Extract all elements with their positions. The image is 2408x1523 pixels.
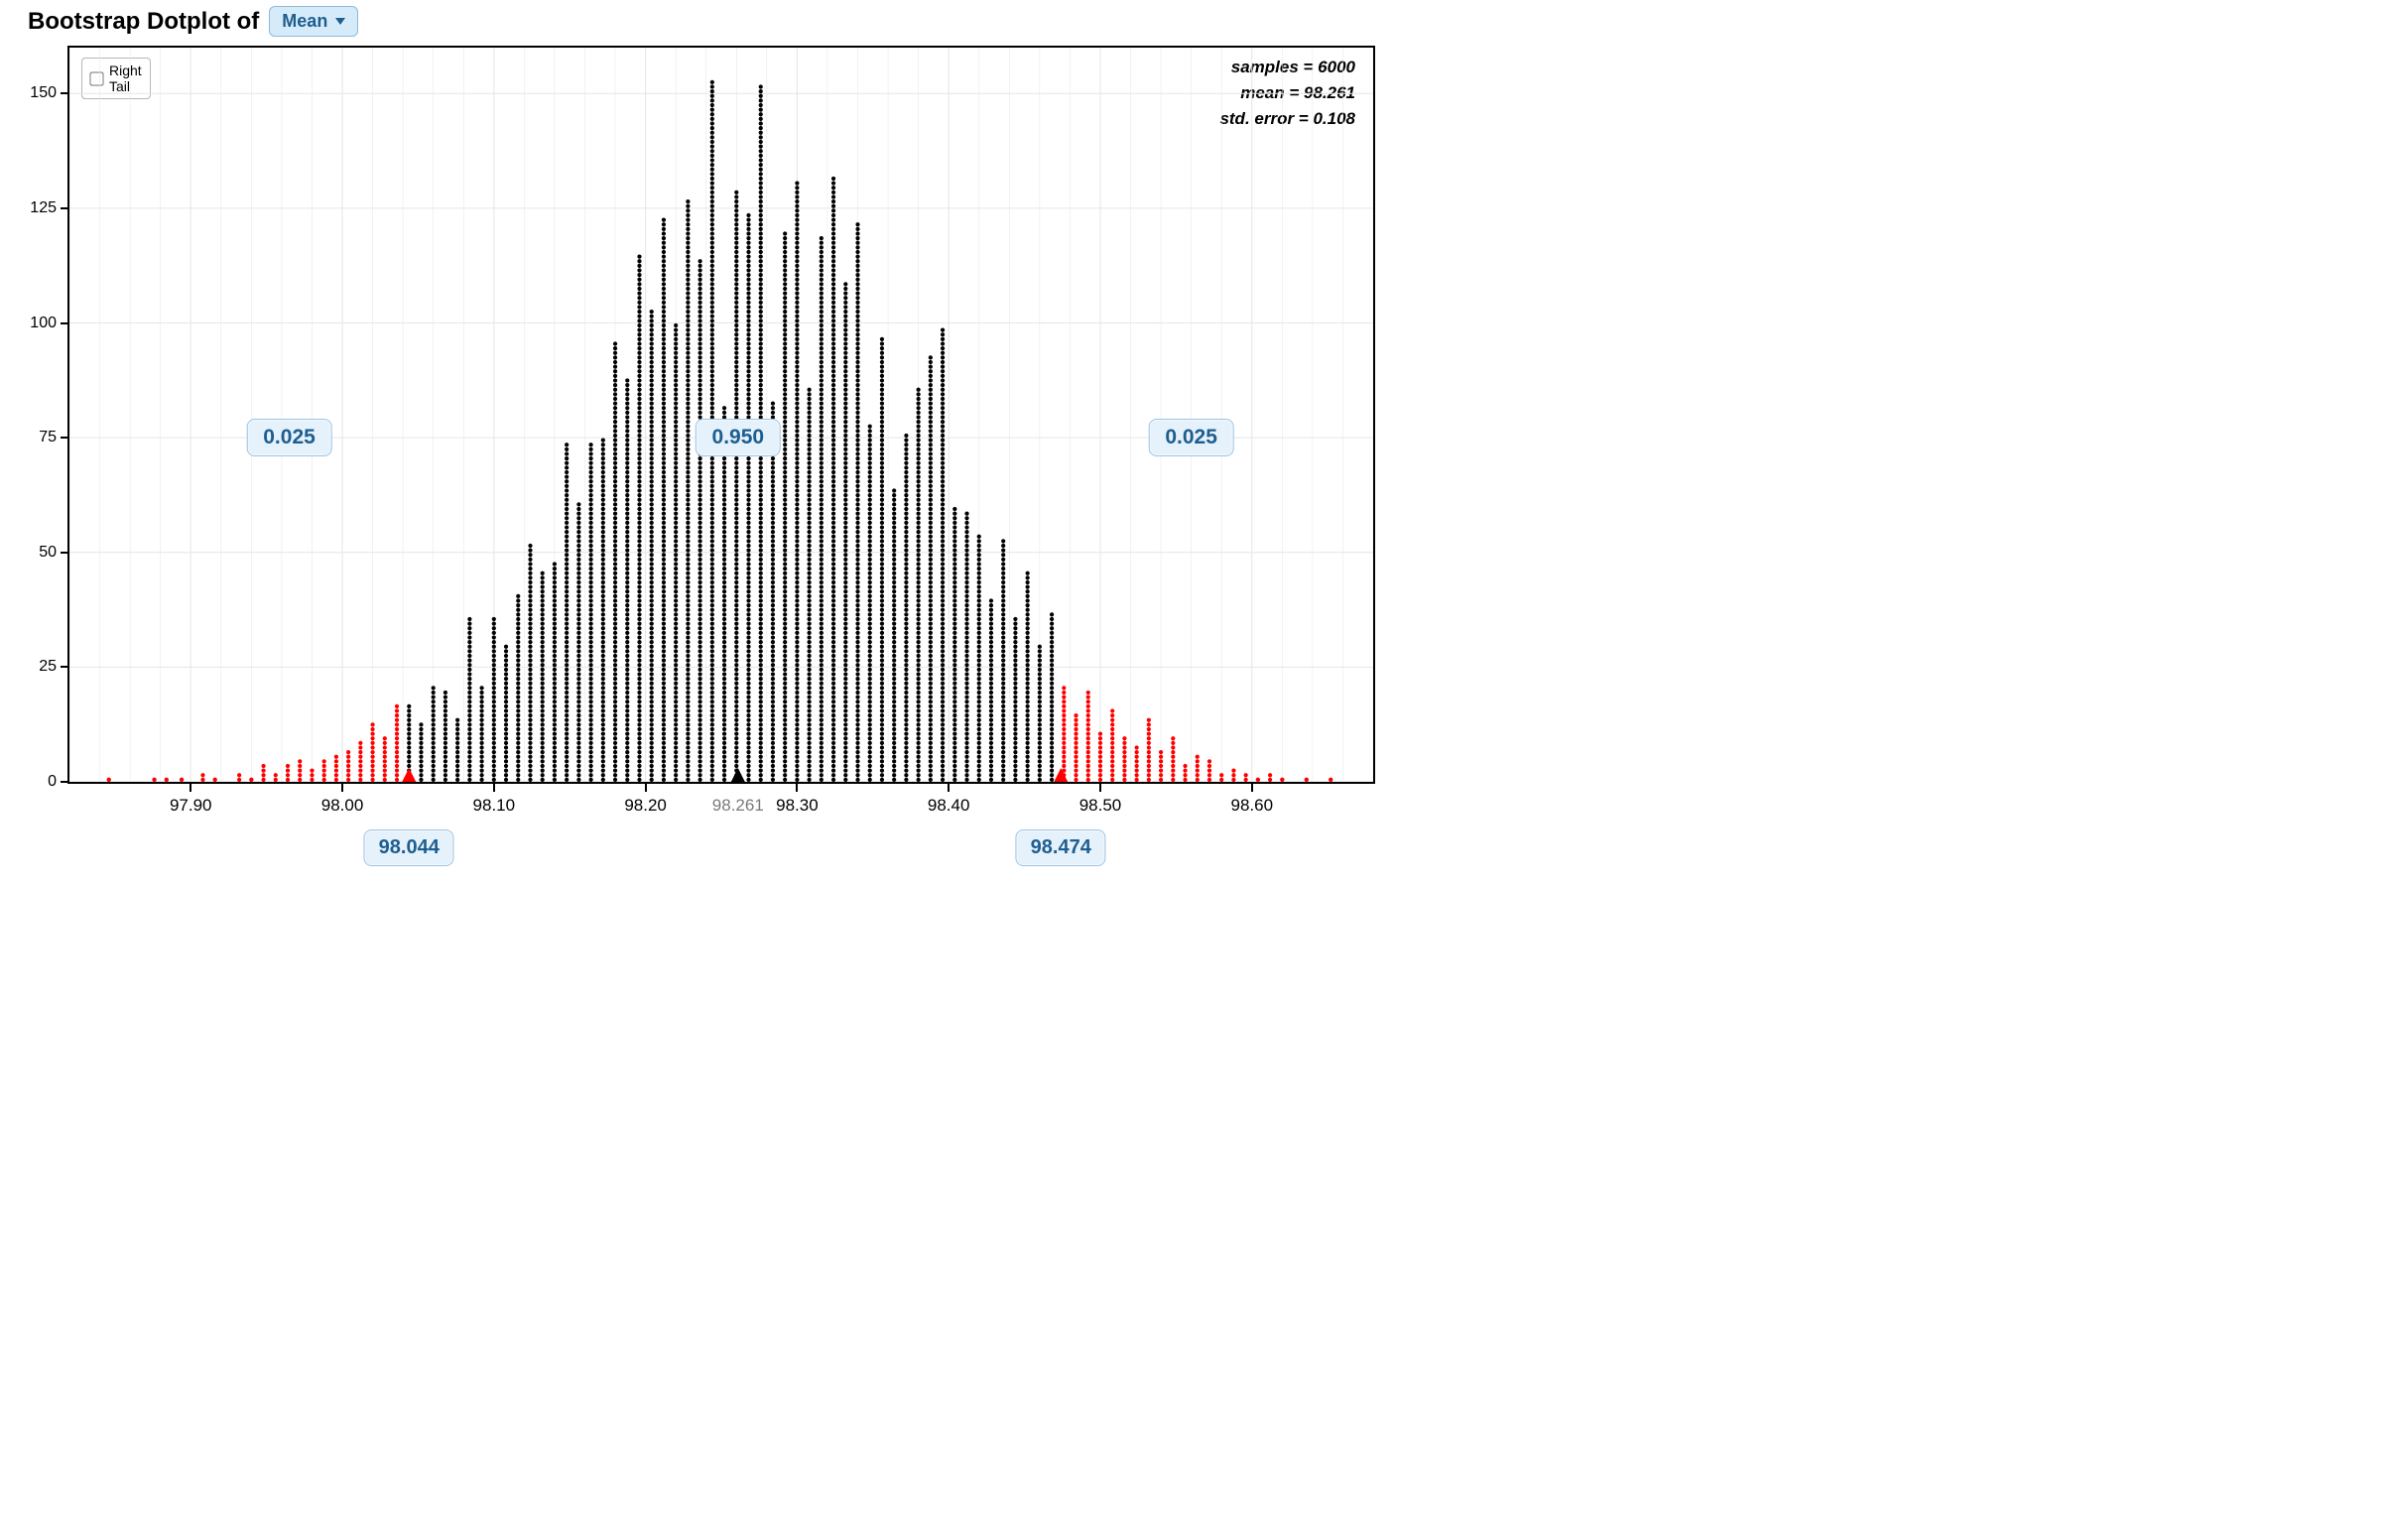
chevron-down-icon bbox=[335, 18, 345, 25]
statistic-dropdown-label: Mean bbox=[282, 11, 327, 32]
y-tick-label: 25 bbox=[39, 658, 57, 676]
x-tick-label: 98.40 bbox=[928, 796, 970, 816]
x-tick bbox=[190, 784, 191, 792]
x-tick-label: 98.30 bbox=[776, 796, 819, 816]
y-tick-label: 75 bbox=[39, 429, 57, 446]
y-tick bbox=[61, 552, 67, 554]
center-mean-label: 98.261 bbox=[712, 796, 764, 816]
proportion-center[interactable]: 0.950 bbox=[696, 419, 782, 456]
y-tick bbox=[61, 666, 67, 668]
title-text: Bootstrap Dotplot of bbox=[28, 8, 259, 36]
upper-bound-pill[interactable]: 98.474 bbox=[1016, 829, 1106, 866]
y-tick-label: 100 bbox=[30, 315, 57, 332]
x-tick-label: 98.50 bbox=[1079, 796, 1122, 816]
plot-area: Left Tail Two-Tail Right Tail samples = … bbox=[67, 46, 1375, 784]
x-tick-label: 98.10 bbox=[473, 796, 516, 816]
y-tick-label: 150 bbox=[30, 84, 57, 102]
y-tick bbox=[61, 781, 67, 783]
y-tick-label: 0 bbox=[48, 773, 57, 791]
proportion-right[interactable]: 0.025 bbox=[1148, 419, 1234, 456]
y-tick bbox=[61, 322, 67, 324]
x-tick bbox=[1251, 784, 1253, 792]
y-tick-label: 125 bbox=[30, 199, 57, 217]
y-tick bbox=[61, 437, 67, 439]
y-tick bbox=[61, 92, 67, 94]
lower-bound-pill[interactable]: 98.044 bbox=[364, 829, 454, 866]
proportion-left[interactable]: 0.025 bbox=[246, 419, 332, 456]
x-tick bbox=[1099, 784, 1101, 792]
markers-layer bbox=[69, 48, 1373, 782]
x-tick-label: 97.90 bbox=[170, 796, 212, 816]
x-tick bbox=[493, 784, 495, 792]
x-tick bbox=[645, 784, 647, 792]
x-tick bbox=[341, 784, 343, 792]
x-tick-label: 98.20 bbox=[624, 796, 667, 816]
x-tick bbox=[796, 784, 798, 792]
y-tick bbox=[61, 207, 67, 209]
y-tick-label: 50 bbox=[39, 544, 57, 562]
title-row: Bootstrap Dotplot of Mean bbox=[28, 6, 358, 37]
statistic-dropdown[interactable]: Mean bbox=[269, 6, 358, 37]
x-tick-label: 98.00 bbox=[321, 796, 364, 816]
x-tick-label: 98.60 bbox=[1230, 796, 1273, 816]
x-tick bbox=[948, 784, 950, 792]
